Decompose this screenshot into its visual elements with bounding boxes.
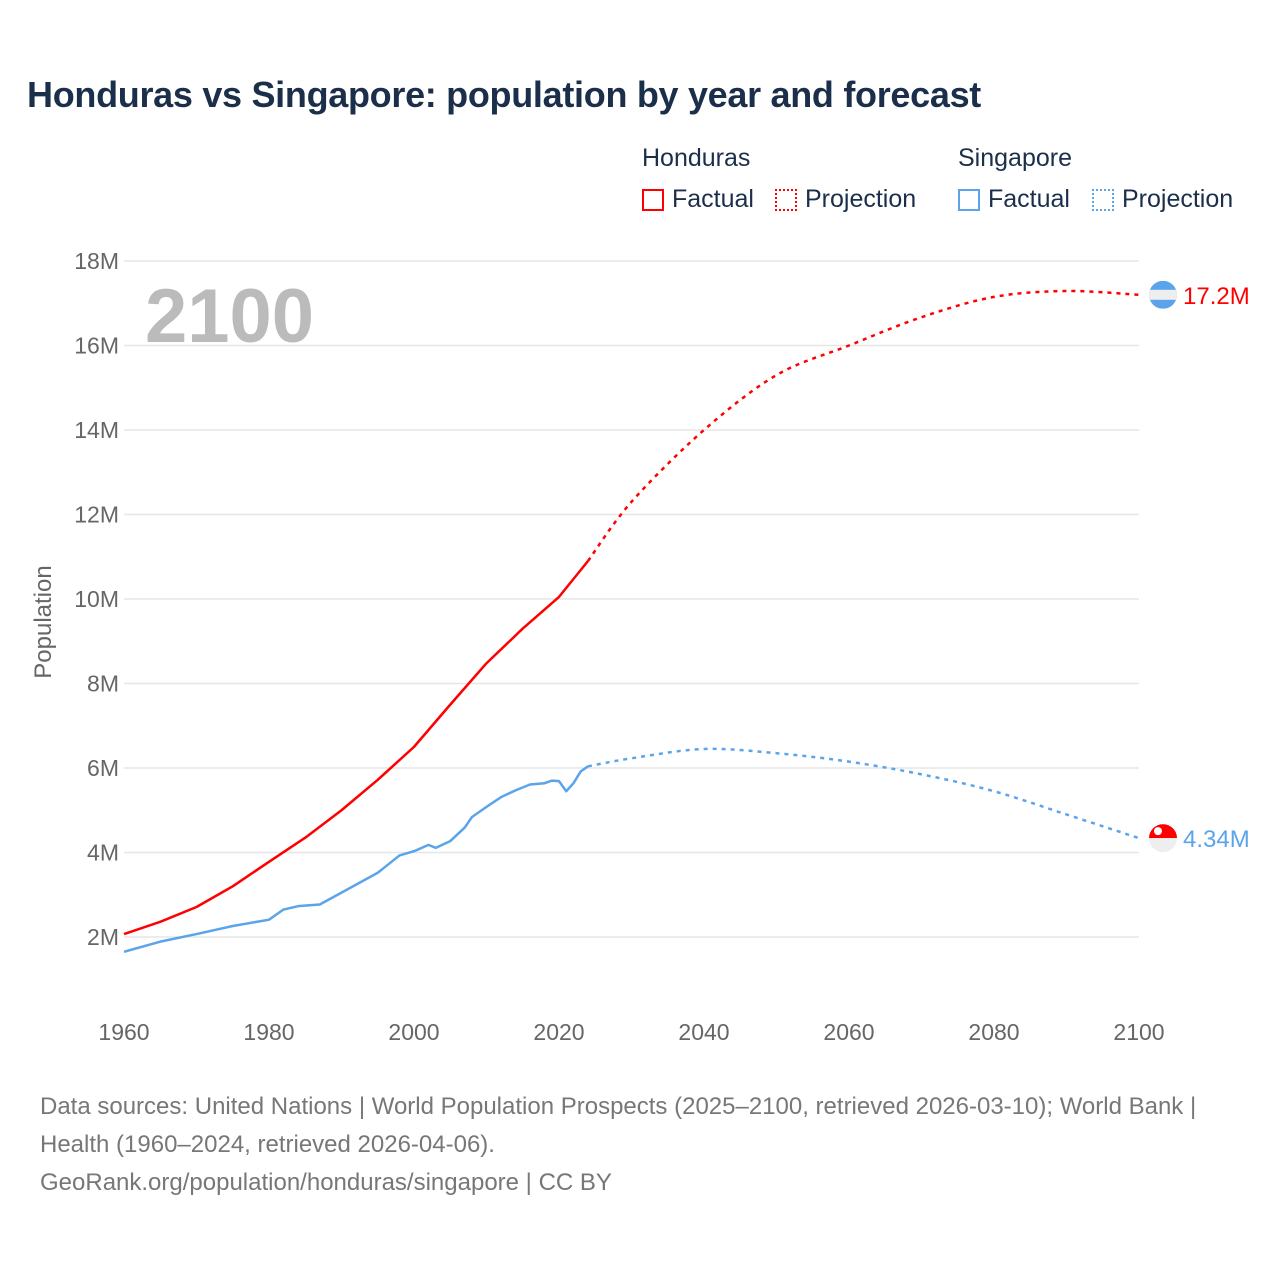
series-line-honduras-projection xyxy=(586,289,1140,562)
legend-singapore-projection[interactable]: Projection xyxy=(1092,185,1233,214)
credit-link[interactable]: GeoRank.org/population/honduras/singapor… xyxy=(40,1169,612,1196)
x-tick-label: 2100 xyxy=(1113,1019,1164,1045)
series-line-singapore-projection xyxy=(587,747,1140,840)
y-tick-label: 6M xyxy=(87,755,119,781)
legend-label: Projection xyxy=(1122,185,1234,213)
y-tick-label: 2M xyxy=(87,924,119,950)
legend-label: Factual xyxy=(672,185,754,213)
y-tick-label: 8M xyxy=(87,671,119,697)
legend-group-singapore: Singapore xyxy=(958,144,1072,172)
x-tick-label: 2080 xyxy=(968,1019,1019,1045)
y-tick-label: 12M xyxy=(74,502,119,528)
legend-swatch-solid-icon xyxy=(642,188,664,211)
legend-group-honduras: Honduras xyxy=(642,144,751,172)
x-tick-label: 2000 xyxy=(388,1019,439,1045)
y-axis-label: Population xyxy=(30,565,57,678)
y-tick-label: 16M xyxy=(74,333,119,359)
series-line-singapore-factual xyxy=(123,765,589,953)
legend-swatch-solid-icon xyxy=(958,188,980,211)
legend-label: Projection xyxy=(805,185,917,213)
series-line-honduras-factual xyxy=(123,560,589,936)
end-label-singapore: 4.34M xyxy=(1183,826,1250,853)
y-tick-label: 14M xyxy=(74,417,119,443)
data-sources: Data sources: United Nations | World Pop… xyxy=(40,1093,1197,1158)
x-tick-label: 2060 xyxy=(823,1019,874,1045)
legend-honduras-factual[interactable]: Factual xyxy=(642,185,754,214)
legend-swatch-dotted-icon xyxy=(1092,188,1114,211)
footer: Data sources: United Nations | World Pop… xyxy=(40,1088,1240,1202)
y-tick-label: 4M xyxy=(87,840,119,866)
flag-honduras-icon xyxy=(1149,280,1177,309)
current-year-label: 2100 xyxy=(145,274,314,359)
legend-swatch-dotted-icon xyxy=(775,188,797,211)
legend-honduras-projection[interactable]: Projection xyxy=(775,185,916,214)
y-tick-label: 10M xyxy=(74,586,119,612)
flag-singapore-icon xyxy=(1149,824,1177,853)
legend-label: Factual xyxy=(988,185,1070,213)
x-tick-label: 2040 xyxy=(678,1019,729,1045)
chart-title: Honduras vs Singapore: population by yea… xyxy=(27,74,981,115)
x-tick-label: 2020 xyxy=(533,1019,584,1045)
x-tick-label: 1960 xyxy=(98,1019,149,1045)
x-tick-label: 1980 xyxy=(243,1019,294,1045)
legend-singapore-factual[interactable]: Factual xyxy=(958,185,1070,214)
end-label-honduras: 17.2M xyxy=(1183,283,1250,310)
y-tick-label: 18M xyxy=(74,248,119,274)
